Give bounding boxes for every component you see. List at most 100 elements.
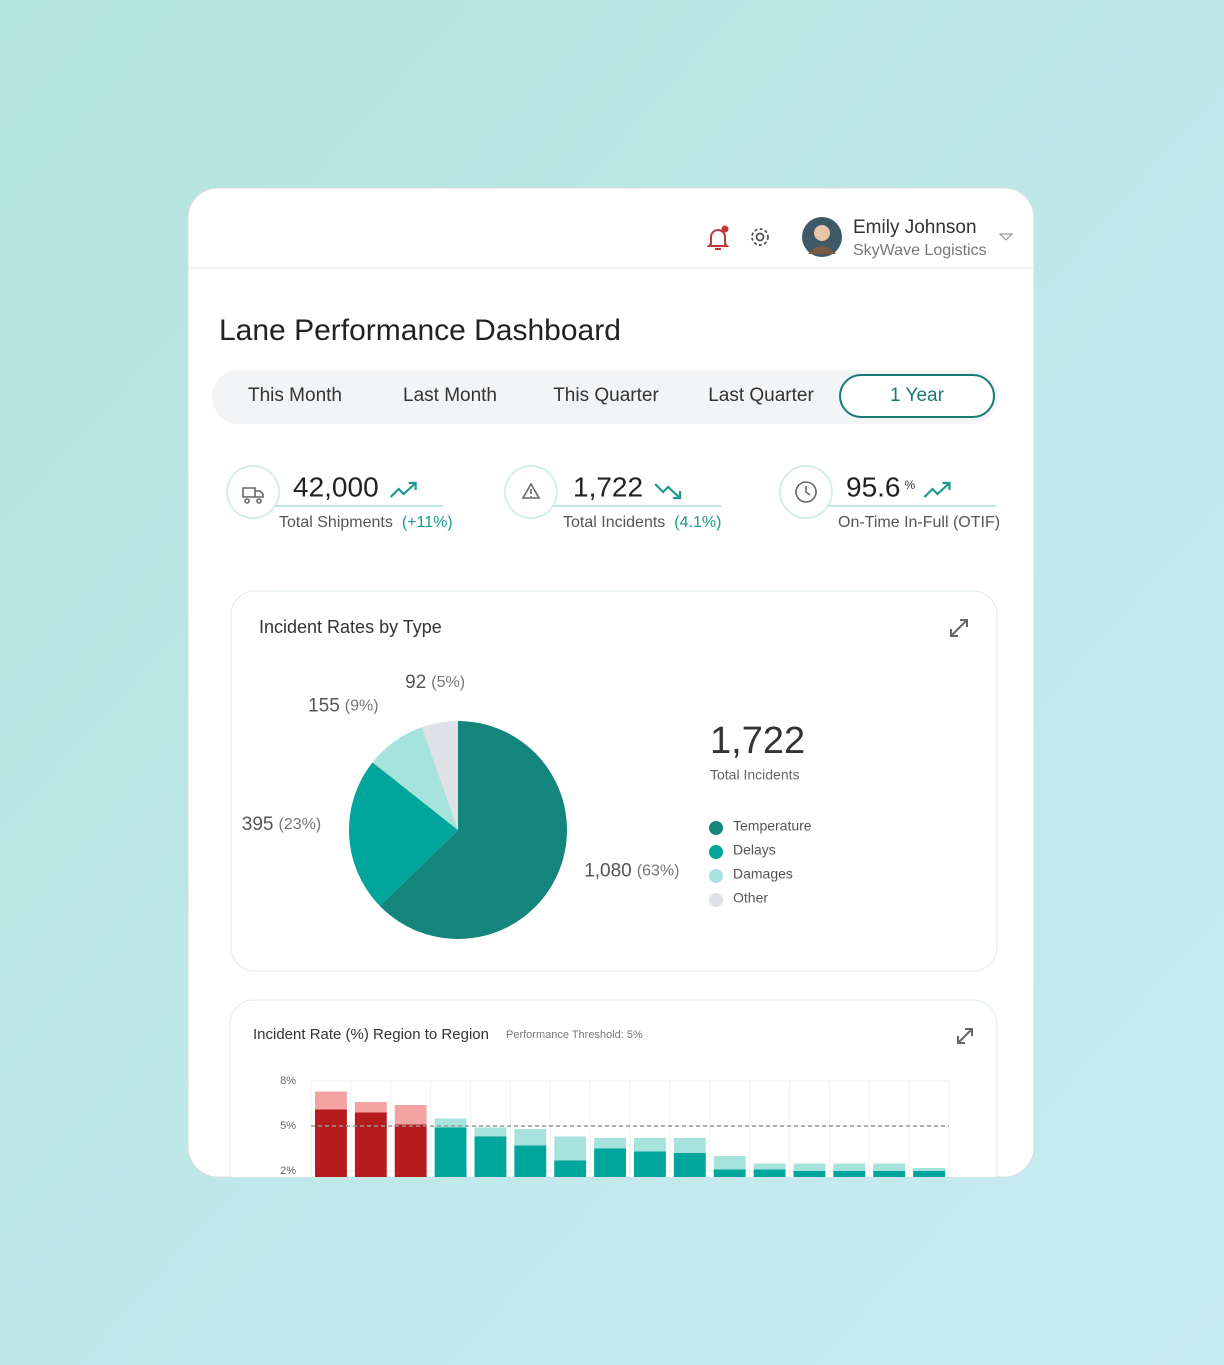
legend-dot (709, 893, 723, 907)
y-tick-label: 5% (280, 1120, 296, 1132)
pie-slice (372, 727, 458, 830)
legend-label: Temperature (733, 818, 812, 834)
y-tick-label: 8% (280, 1075, 296, 1087)
pie-card (230, 590, 998, 972)
pie-total-label: Total Incidents (710, 767, 800, 783)
user-name: Emily Johnson (853, 217, 977, 238)
notification-bell[interactable] (706, 225, 730, 250)
pie-label: 1,080 (63%) (584, 860, 679, 881)
kpi-label: On-Time In-Full (OTIF) (838, 514, 1000, 531)
kpi-value: 42,000 (293, 471, 379, 502)
legend-label: Other (733, 890, 768, 906)
bar-segment (713, 1156, 746, 1170)
bar-segment (673, 1138, 706, 1153)
bar-segment (713, 1169, 746, 1177)
pie-slice (422, 721, 458, 830)
kpi-icon (521, 482, 541, 499)
pie-slice (348, 762, 458, 907)
bar-segment (873, 1163, 906, 1171)
pie: 1,080 (63%) Temperature 395 (23%) Delays 155 (9… (242, 672, 812, 939)
bar-segment (474, 1136, 507, 1177)
pie-value-label: 155 (308, 695, 340, 716)
kpi-change: (4.1%) (674, 514, 721, 531)
kpis: 42,000 Total Shipments (+11%) 1,722 Total In… (226, 465, 1000, 531)
bar-segment (793, 1171, 826, 1177)
bar-segment (793, 1163, 826, 1171)
bar-segment (913, 1171, 945, 1177)
pie-label: 155 (9%) (308, 695, 378, 716)
trend-arrow (654, 483, 682, 500)
kpi-icon (795, 481, 817, 503)
pie-value-label: 395 (242, 814, 274, 835)
tab[interactable]: Last Month (403, 385, 497, 406)
kpi-icon-bg (226, 465, 280, 519)
pie-title: Incident Rates by Type (259, 617, 442, 637)
pie-value-label: 92 (405, 672, 426, 693)
bar-segment (594, 1138, 626, 1149)
bar-segment (634, 1138, 666, 1152)
bar-segment (554, 1136, 587, 1161)
tab[interactable]: This Month (248, 385, 342, 406)
bar-subtitle: Performance Threshold: 5% (506, 1029, 643, 1041)
pie-value-label: 1,080 (584, 860, 632, 881)
pie-label: 92 (5%) (405, 672, 465, 693)
pie-percent-label: (63%) (637, 863, 680, 880)
legend-label: Delays (733, 842, 776, 858)
expand-icon[interactable] (957, 1028, 973, 1044)
pie-total: 1,722 (710, 720, 805, 762)
bar-segment (753, 1163, 786, 1170)
bar-segment (315, 1091, 347, 1110)
bar-segment (634, 1151, 666, 1177)
bar-segment (554, 1160, 587, 1177)
bar-segment (753, 1169, 786, 1177)
tab[interactable]: Last Quarter (708, 385, 814, 406)
pie-slice (379, 721, 567, 939)
kpi-label: Total Incidents (563, 514, 665, 531)
tabs: This Month Last Month This Quarter Last Qua… (248, 374, 995, 418)
bar-segment (394, 1105, 427, 1125)
kpi-icon (242, 487, 264, 504)
page-title: Lane Performance Dashboard (219, 314, 621, 347)
trend-arrow (923, 481, 951, 498)
legend-dot (709, 845, 723, 859)
y-tick-label: 2% (280, 1165, 296, 1177)
active-tab[interactable]: 1 Year (890, 385, 945, 406)
company-name: SkyWave Logistics (853, 242, 987, 259)
avatar[interactable] (802, 217, 842, 257)
content: Emily Johnson SkyWave Logistics Lane Per… (188, 217, 1034, 1177)
active-tab-outline (839, 374, 995, 418)
bar-segment (594, 1148, 626, 1177)
bar-segment (873, 1171, 906, 1177)
bar-segment (833, 1163, 866, 1171)
kpi-value: 95.6 (846, 471, 901, 502)
bar-segment (434, 1127, 467, 1177)
bar-segment (474, 1127, 507, 1137)
bar-title: Incident Rate (%) Region to Region (253, 1026, 489, 1043)
tab[interactable]: This Quarter (553, 385, 659, 406)
bar-segment (315, 1109, 347, 1177)
expand-icon[interactable] (950, 619, 968, 637)
pie-percent-label: (9%) (345, 698, 379, 715)
bar-segment (394, 1124, 427, 1177)
tab-bar (212, 370, 998, 424)
legend-label: Damages (733, 866, 793, 882)
dropdown-caret[interactable] (998, 233, 1014, 241)
pie-label: 395 (23%) (242, 814, 321, 835)
bar-segment (354, 1102, 387, 1113)
kpi-change: (+11%) (402, 514, 453, 531)
pie-percent-label: (5%) (431, 674, 465, 691)
bar-segment (434, 1118, 467, 1128)
kpi-value: 1,722 (573, 471, 643, 502)
pie-percent-label: (23%) (278, 816, 321, 833)
bar-segment (913, 1168, 945, 1171)
bar-chart: 8% 5% 2% (280, 1075, 950, 1177)
legend-dot (709, 821, 723, 835)
kpi-unit: % (905, 478, 916, 492)
settings-icon[interactable] (751, 228, 769, 246)
legend-dot (709, 869, 723, 883)
bar-segment (833, 1171, 866, 1177)
bar-segment (514, 1145, 547, 1177)
bar-segment (354, 1112, 387, 1177)
